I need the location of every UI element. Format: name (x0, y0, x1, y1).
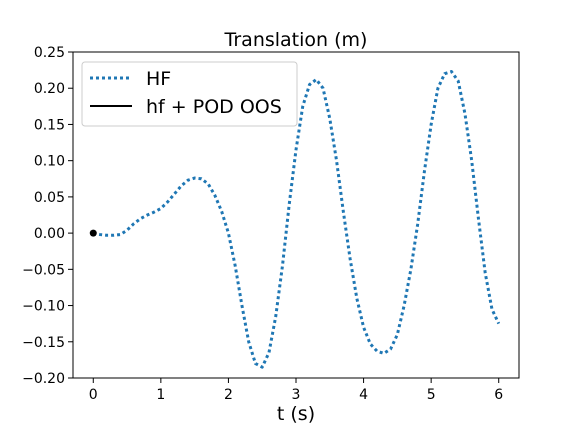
legend-box (81, 61, 298, 127)
x-tick-label: 0 (89, 387, 98, 403)
y-tick-label: −0.10 (22, 299, 65, 315)
series-line-0 (92, 70, 501, 369)
series-layer (89, 70, 501, 369)
x-tick-label: 4 (359, 387, 368, 403)
tick-group: 0 1 2 3 4 5 6 −0.20 −0.15 −0.10 −0.05 0.00 0.05 0.10 0… (22, 45, 503, 403)
plot-area (72, 51, 520, 379)
x-axis-label: t (s) (277, 403, 315, 425)
y-tick-label: −0.15 (22, 335, 65, 351)
y-tick-label: 0.25 (34, 45, 65, 61)
series-point-1 (89, 229, 97, 237)
chart-title: Translation (m) (224, 29, 368, 51)
y-tick-label: 0.10 (34, 154, 65, 170)
y-tick-label: −0.05 (22, 262, 65, 278)
x-tick-label: 5 (427, 387, 436, 403)
x-tick-label: 6 (494, 387, 503, 403)
y-tick-label: 0.00 (34, 226, 65, 242)
x-tick-label: 1 (156, 387, 165, 403)
legend-hf-pod-oos-label: hf + POD OOS (146, 96, 282, 118)
legend-hf-label: HF (146, 68, 171, 90)
y-tick-label: 0.05 (34, 190, 65, 206)
legend: HF hf + POD OOS (81, 61, 298, 127)
x-tick-label: 3 (292, 387, 301, 403)
y-tick-label: 0.20 (34, 81, 65, 97)
x-tick-label: 2 (224, 387, 233, 403)
y-tick-label: 0.15 (34, 117, 65, 133)
y-tick-label: −0.20 (22, 371, 65, 387)
